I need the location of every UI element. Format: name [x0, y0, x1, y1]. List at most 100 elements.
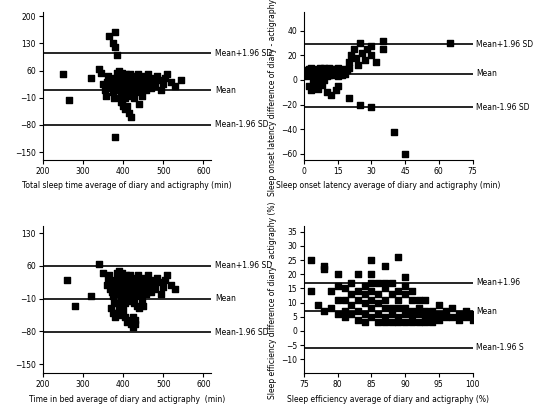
Point — [347, 279, 355, 286]
Point — [118, 281, 126, 288]
Point — [354, 288, 362, 295]
Point — [127, 87, 135, 93]
Text: Mean: Mean — [476, 69, 497, 78]
Point — [112, 69, 121, 76]
Point — [448, 305, 456, 312]
Point — [118, 69, 127, 76]
Point — [333, 271, 342, 278]
Point — [146, 277, 155, 283]
Point — [123, 83, 132, 90]
Point — [324, 72, 333, 78]
Point — [358, 50, 367, 56]
Point — [336, 69, 344, 76]
Point — [347, 302, 355, 309]
Point — [124, 298, 133, 304]
Point — [177, 77, 186, 84]
Point — [131, 316, 140, 323]
Point — [117, 90, 126, 97]
Point — [367, 52, 376, 59]
Point — [23, 129, 31, 136]
Point — [121, 300, 129, 307]
Point — [118, 73, 127, 80]
Point — [136, 283, 144, 290]
Point — [322, 66, 331, 72]
Point — [103, 79, 112, 85]
Point — [362, 46, 371, 53]
Point — [157, 290, 165, 297]
Point — [149, 281, 157, 288]
Point — [120, 277, 128, 283]
Point — [360, 291, 369, 298]
Point — [99, 270, 107, 276]
Point — [324, 67, 333, 73]
Point — [374, 279, 382, 286]
Point — [135, 100, 143, 107]
Point — [119, 102, 127, 109]
Point — [141, 83, 149, 90]
Point — [329, 72, 338, 78]
Point — [345, 58, 353, 65]
Point — [461, 313, 470, 320]
Point — [129, 323, 137, 330]
Point — [367, 296, 376, 303]
Point — [136, 81, 144, 88]
Point — [104, 73, 112, 80]
Point — [468, 316, 477, 323]
Point — [107, 305, 115, 311]
Point — [320, 77, 329, 83]
Point — [320, 67, 329, 73]
Point — [379, 46, 387, 53]
Point — [326, 288, 335, 295]
Point — [381, 263, 389, 269]
Point — [109, 300, 118, 307]
Point — [125, 75, 134, 82]
Point — [112, 77, 120, 84]
Point — [381, 279, 389, 286]
Point — [326, 71, 335, 77]
Point — [144, 71, 153, 78]
Point — [132, 286, 140, 293]
Point — [374, 299, 382, 306]
Point — [116, 83, 125, 90]
Point — [408, 296, 416, 303]
Point — [324, 69, 333, 76]
Point — [320, 308, 329, 315]
Point — [401, 319, 410, 326]
Point — [115, 73, 124, 80]
Point — [434, 316, 443, 323]
Point — [122, 277, 131, 283]
Point — [313, 73, 322, 80]
Point — [115, 274, 124, 281]
Point — [120, 83, 128, 90]
Point — [123, 87, 132, 93]
Point — [111, 277, 119, 283]
Point — [455, 311, 463, 317]
Point — [374, 291, 382, 298]
Point — [129, 79, 137, 85]
Point — [347, 311, 355, 317]
Point — [123, 286, 132, 293]
Point — [304, 71, 313, 77]
Point — [324, 64, 333, 71]
Point — [97, 69, 105, 76]
Point — [159, 81, 168, 88]
Point — [408, 308, 416, 315]
Point — [111, 314, 119, 321]
Point — [331, 66, 340, 72]
Point — [112, 279, 120, 286]
Point — [159, 283, 168, 290]
Point — [101, 87, 110, 93]
Point — [381, 296, 389, 303]
Text: Mean-1.96 SD: Mean-1.96 SD — [476, 103, 529, 112]
Point — [118, 274, 127, 281]
Point — [139, 79, 148, 85]
Point — [171, 286, 179, 293]
Point — [421, 319, 430, 326]
Point — [318, 73, 326, 80]
Point — [349, 46, 358, 53]
Point — [304, 83, 313, 90]
Point — [461, 308, 470, 315]
Point — [415, 319, 423, 326]
Point — [360, 57, 369, 63]
Point — [117, 98, 126, 105]
